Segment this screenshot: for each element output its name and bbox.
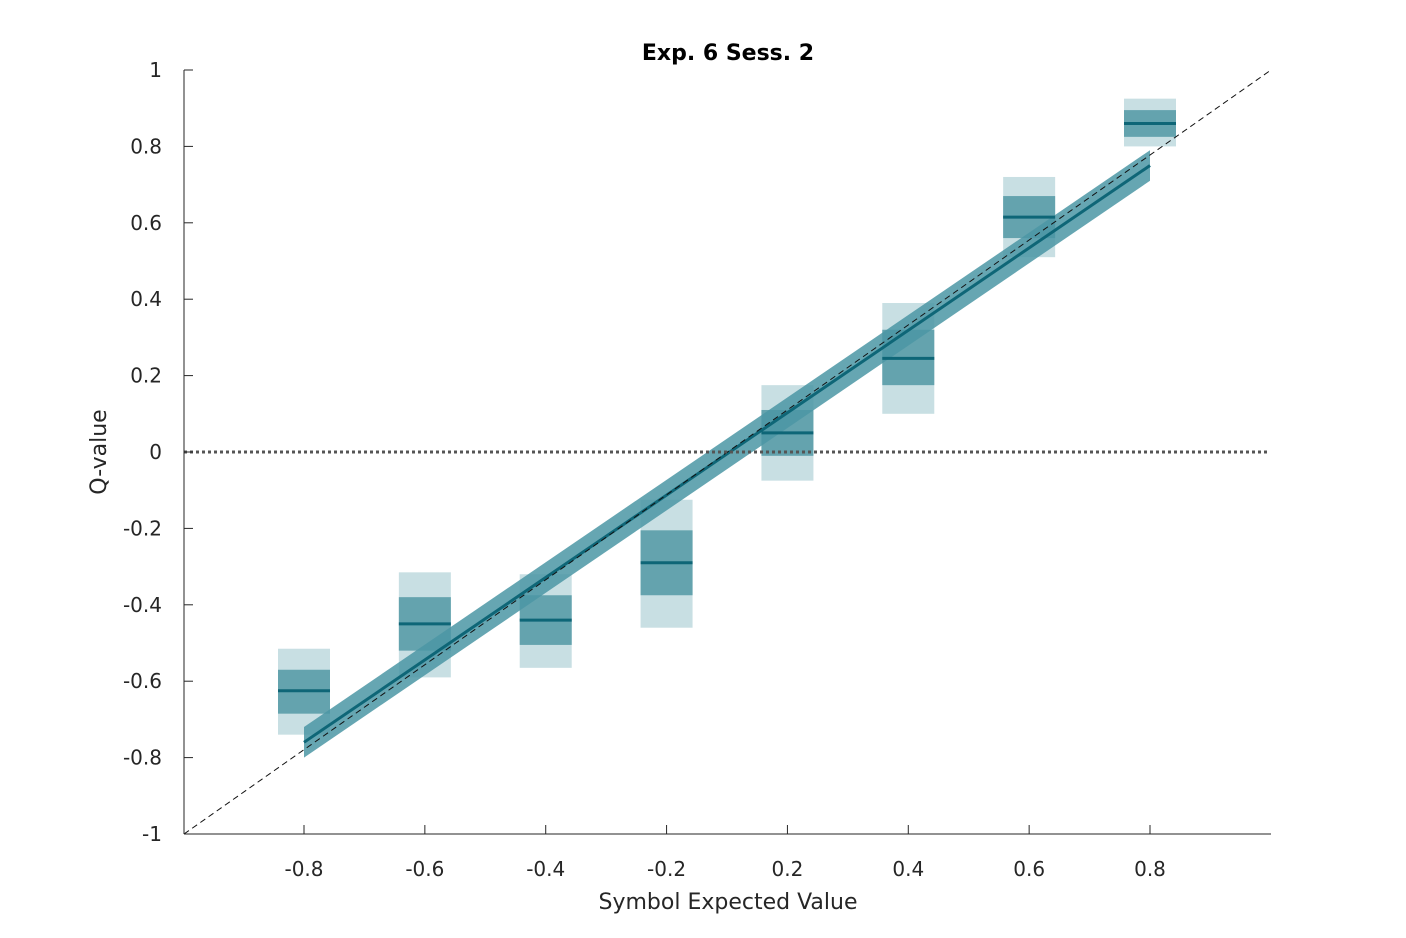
x-tick-label-7: 0.8 [1134,857,1166,881]
y-tick-label-7: -0.4 [123,593,162,617]
x-axis-label: Symbol Expected Value [599,890,858,915]
y-tick-label-10: -1 [142,822,162,846]
y-tick-label-5: 0 [149,440,162,464]
y-tick-label-6: -0.2 [123,516,162,540]
x-tick-label-2: -0.4 [526,857,565,881]
y-tick-label-1: 0.8 [130,134,162,158]
y-tick-label-9: -0.8 [123,746,162,770]
x-tick-label-0: -0.8 [284,857,323,881]
plot-area: 1 0.8 0.6 0.4 0.2 0 -0.2 -0.4 -0.6 -0.8 -1 -0.8 -0.6… [123,58,1272,881]
chart-title: Exp. 6 Sess. 2 [642,41,814,66]
x-tick-label-3: -0.2 [647,857,686,881]
y-tick-label-0: 1 [149,58,162,82]
x-tick-label-4: 0.2 [772,857,804,881]
regression-line [303,164,1151,744]
identity-line [183,69,1272,835]
y-axis-label: Q-value [87,409,112,494]
x-tick-label-5: 0.4 [892,857,924,881]
y-tick-label-4: 0.2 [130,364,162,388]
x-tick-label-6: 0.6 [1013,857,1045,881]
y-tick-label-3: 0.4 [130,287,162,311]
y-tick-label-2: 0.6 [130,211,162,235]
x-tick-label-1: -0.6 [405,857,444,881]
y-tick-label-8: -0.6 [123,669,162,693]
